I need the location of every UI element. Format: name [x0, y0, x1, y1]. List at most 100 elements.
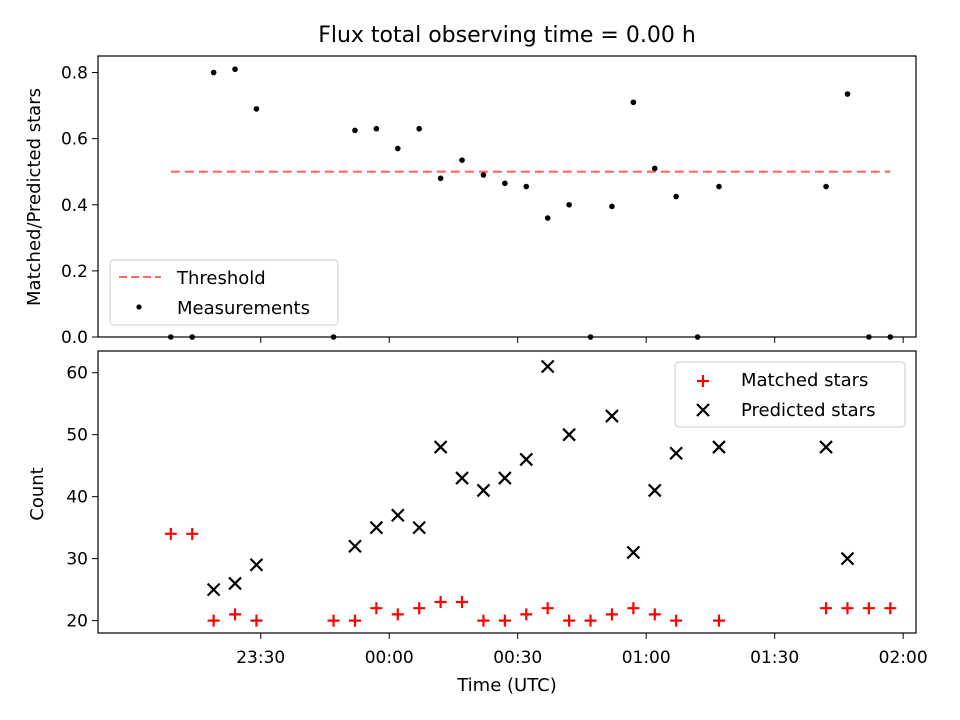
x-tick-label: 23:30: [236, 648, 285, 668]
bottom-y-tick-label: 20: [66, 612, 88, 632]
matched-stars-point: [820, 602, 833, 615]
predicted-stars-point: [476, 483, 491, 498]
bottom-y-tick-label: 40: [66, 488, 88, 508]
measurement-point: [651, 165, 658, 172]
predicted-stars-point: [626, 545, 641, 560]
measurement-point: [373, 125, 380, 132]
top-y-tick-label: 0.8: [61, 64, 88, 84]
measurement-point: [673, 193, 679, 200]
x-tick-label: 01:30: [750, 648, 799, 668]
matched-stars-point: [498, 614, 511, 627]
predicted-stars-point: [840, 551, 855, 566]
x-tick-label: 00:30: [493, 648, 542, 668]
matched-stars-point: [670, 614, 683, 627]
measurement-point: [544, 215, 551, 221]
measurements-legend-label: Measurements: [177, 298, 310, 319]
predicted-legend-label: Predicted stars: [741, 400, 875, 421]
predicted-stars-point: [455, 471, 469, 485]
predicted-stars-point: [540, 359, 555, 374]
matched-stars-point: [584, 614, 597, 627]
matched-stars-point: [207, 614, 220, 627]
predicted-stars-point: [249, 558, 264, 572]
measurement-point: [502, 180, 508, 187]
top-y-tick-label: 0.4: [61, 196, 88, 216]
predicted-stars-point: [228, 576, 242, 591]
matched-stars-point: [648, 608, 661, 621]
top-legend-box: [109, 259, 339, 326]
measurement-point: [459, 157, 465, 163]
matched-stars-point: [348, 614, 361, 627]
predicted-stars-point: [412, 520, 426, 535]
matched-stars-point: [456, 596, 469, 609]
bottom-y-tick-label: 50: [66, 426, 88, 446]
bottom-panel: Count Matched stars Predicted stars: [27, 350, 917, 634]
measurement-point: [630, 99, 637, 106]
bottom-y-axis-label: Count: [27, 467, 48, 520]
x-tick-label: 02:00: [879, 648, 928, 668]
measurement-point: [232, 66, 238, 73]
x-tick-label: 00:00: [365, 648, 414, 668]
top-y-tick-label: 0.2: [61, 262, 88, 282]
bottom-plot-area: [164, 359, 897, 627]
predicted-stars-point: [647, 483, 662, 498]
matched-stars-point: [164, 527, 177, 540]
predicted-stars-point: [605, 409, 619, 423]
predicted-legend-swatch: [696, 403, 710, 417]
measurements-legend-swatch: [136, 304, 142, 310]
matched-stars-point: [370, 602, 383, 615]
measurement-point: [523, 183, 530, 190]
measurement-point: [437, 175, 444, 182]
bottom-y-tick-label: 60: [66, 364, 88, 384]
measurement-point: [210, 69, 217, 76]
measurement-point: [823, 183, 829, 190]
matched-stars-point: [391, 608, 404, 621]
predicted-stars-point: [206, 582, 221, 597]
measurement-point: [716, 183, 722, 190]
matched-stars-point: [434, 596, 447, 609]
predicted-stars-point: [369, 520, 384, 535]
top-axes-frame: [97, 55, 917, 338]
matched-stars-point: [884, 602, 897, 615]
matched-stars-point: [627, 602, 640, 615]
predicted-stars-point: [819, 440, 833, 454]
bottom-axes-frame: [97, 350, 917, 634]
measurement-point: [352, 127, 358, 134]
top-legend: Threshold Measurements: [109, 259, 339, 326]
predicted-stars-point: [433, 440, 448, 454]
predicted-stars-point: [498, 471, 512, 485]
measurement-point: [609, 203, 615, 210]
predicted-stars-point: [669, 446, 683, 461]
top-y-axis-label: Matched/Predicted stars: [24, 88, 45, 306]
matched-legend-swatch: [697, 375, 709, 387]
matched-stars-point: [477, 614, 490, 627]
threshold-legend-label: Threshold: [176, 268, 266, 289]
matched-legend-label: Matched stars: [741, 370, 868, 391]
chart-title: Flux total observing time = 0.00 h: [318, 23, 696, 48]
matched-stars-point: [605, 608, 618, 621]
top-plot-area: [168, 66, 894, 340]
bottom-legend-box: [674, 361, 906, 428]
measurement-point: [566, 201, 572, 208]
predicted-stars-point: [712, 440, 726, 454]
matched-stars-point: [327, 614, 340, 627]
matched-stars-point: [563, 614, 576, 627]
matched-stars-point: [541, 602, 554, 615]
measurement-point: [394, 145, 401, 152]
measurement-point: [480, 172, 487, 178]
matched-stars-point: [862, 602, 875, 615]
matched-stars-point: [186, 527, 199, 540]
matched-stars-point: [520, 608, 533, 621]
bottom-legend: Matched stars Predicted stars: [674, 361, 906, 428]
measurement-point: [253, 106, 260, 112]
top-y-tick-label: 0.0: [61, 328, 88, 348]
predicted-stars-point: [348, 539, 362, 554]
x-axis-label: Time (UTC): [456, 675, 557, 696]
matched-stars-point: [712, 614, 725, 627]
bottom-y-tick-label: 30: [66, 550, 88, 570]
measurement-point: [844, 91, 851, 97]
matched-stars-point: [413, 602, 426, 615]
measurement-point: [416, 125, 423, 132]
predicted-stars-point: [562, 427, 576, 442]
x-tick-label: 01:00: [622, 648, 671, 668]
